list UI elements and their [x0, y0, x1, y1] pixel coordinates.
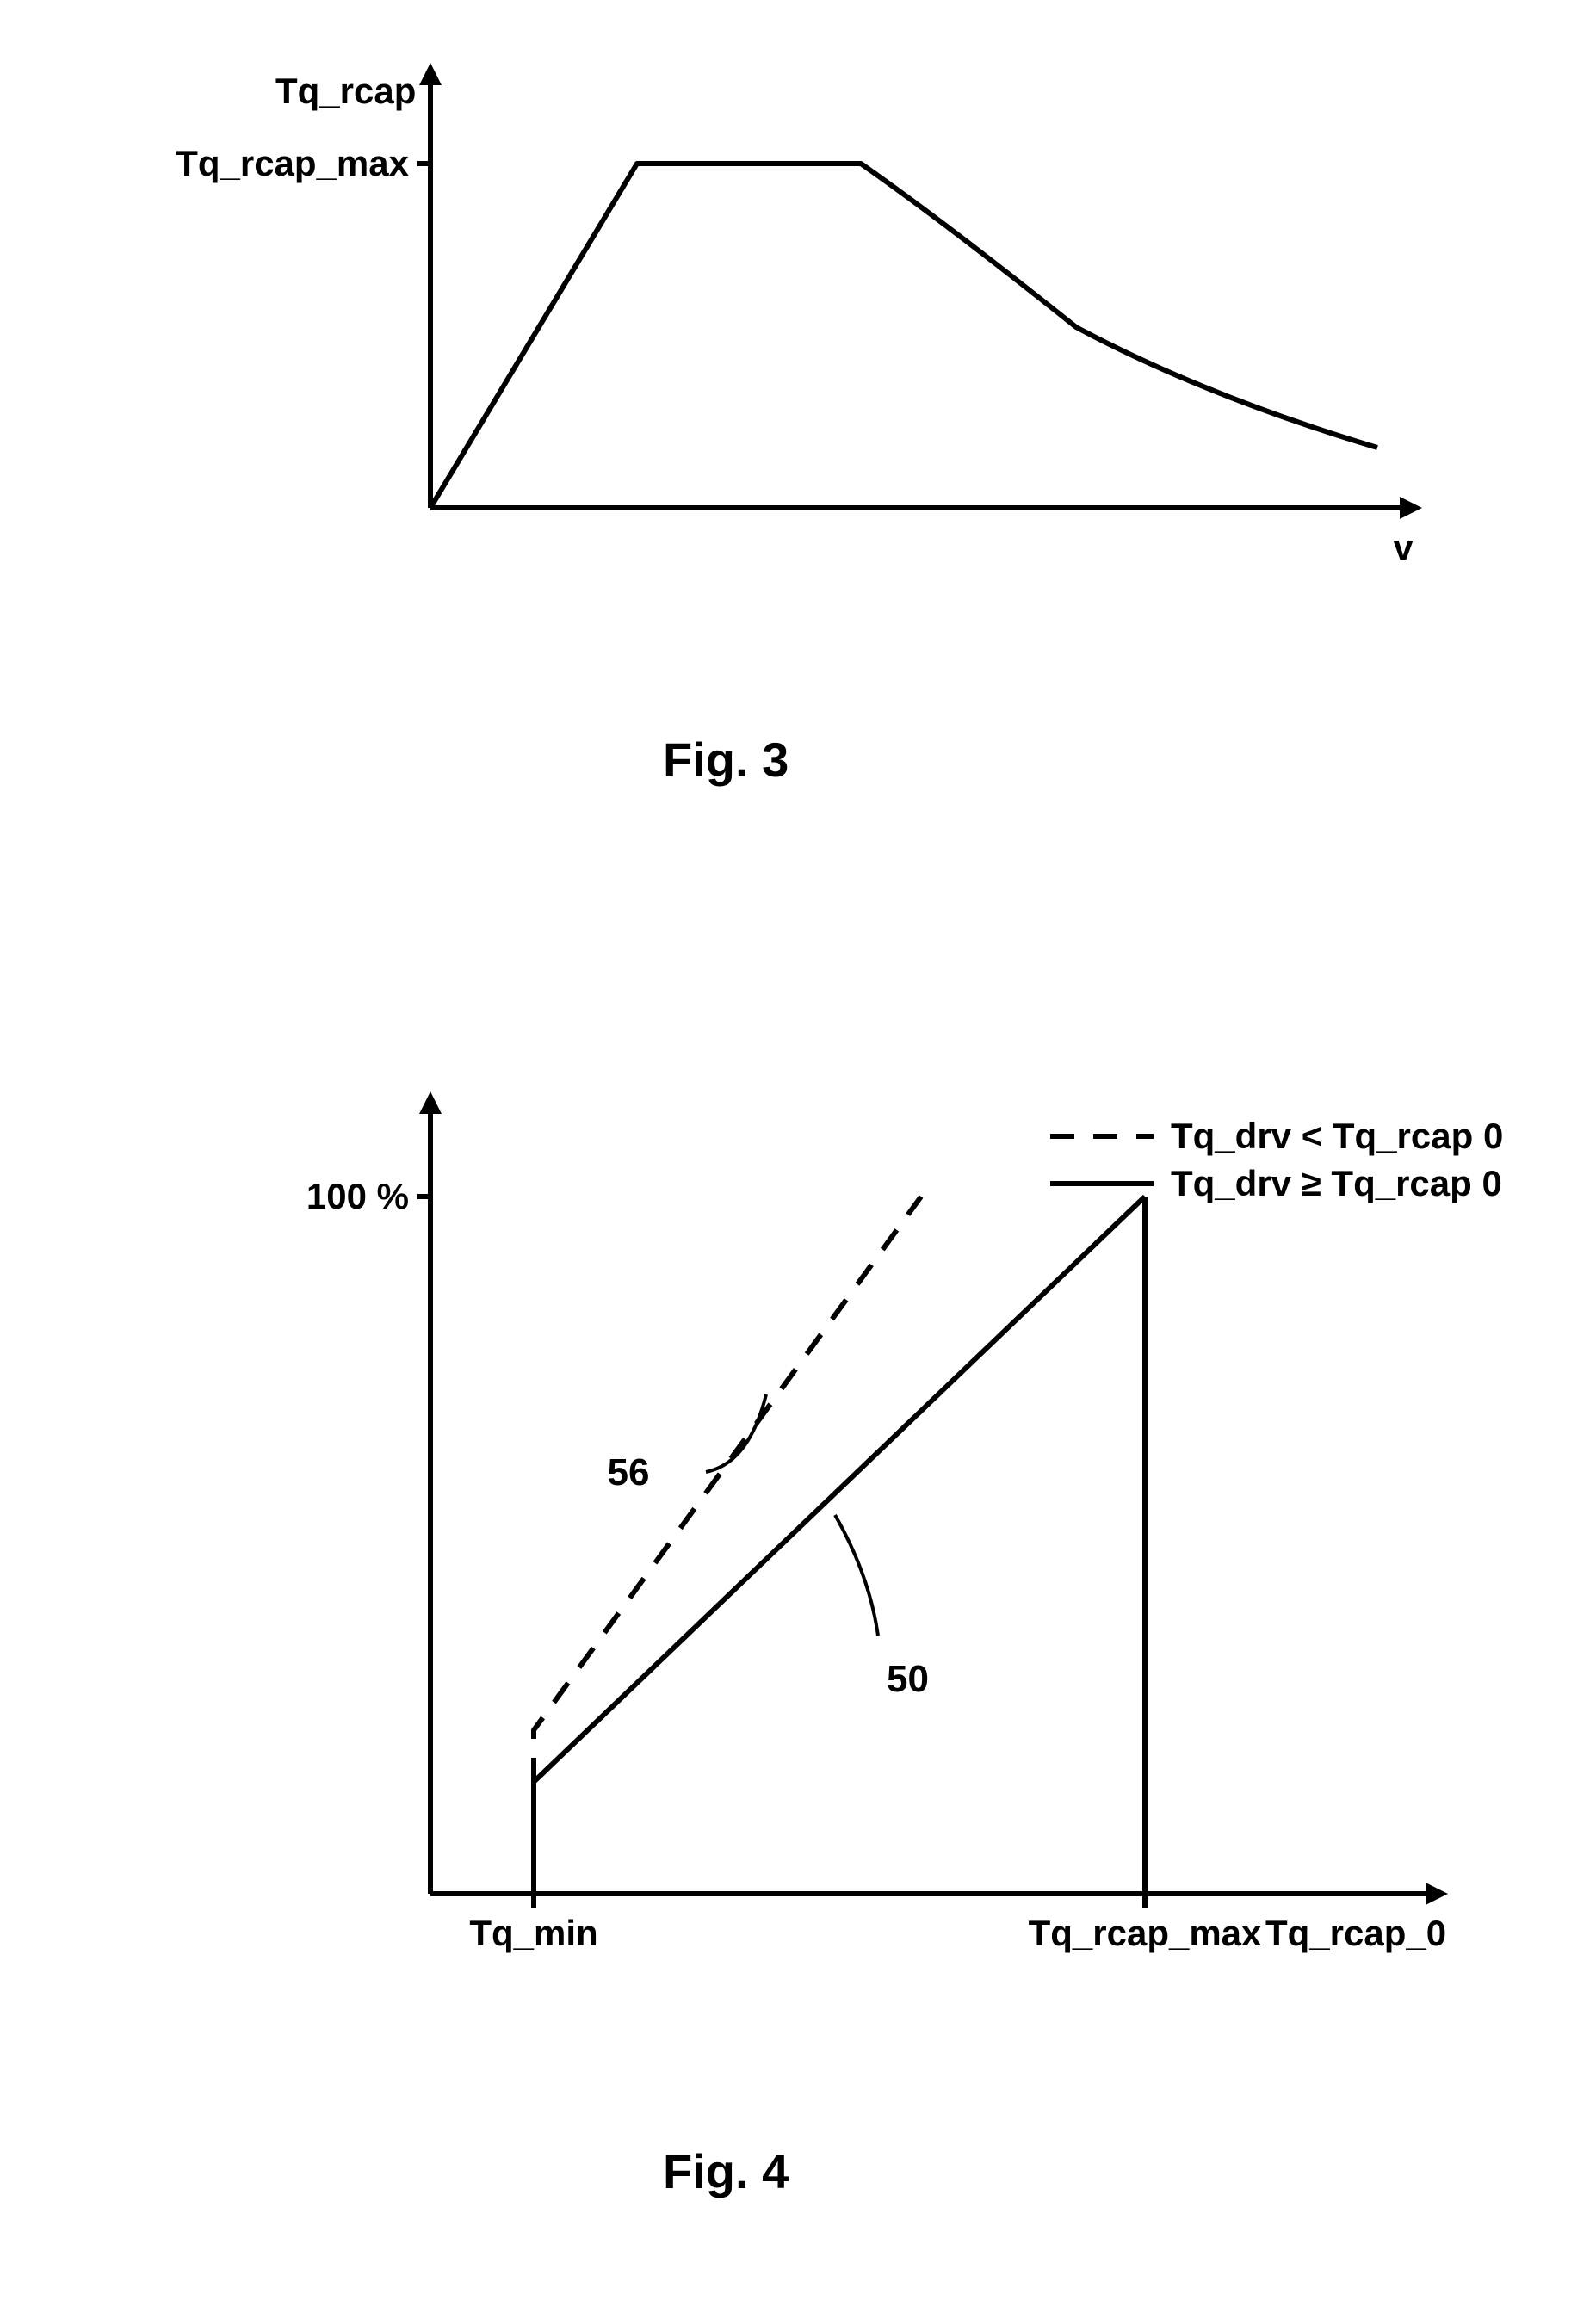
fig4-dashed-line [430, 1197, 921, 1894]
fig3-y-axis-label: Tq_rcap [275, 71, 416, 111]
fig4-x-tick-max: Tq_rcap_max [1029, 1913, 1262, 1953]
fig4-chart: Tq_drv < Tq_rcap 0 Tq_drv ≥ Tq_rcap 0 100 … [172, 1076, 1506, 2006]
fig4-caption: Fig. 4 [663, 2143, 789, 2199]
fig3-caption: Fig. 3 [663, 732, 789, 788]
fig3-y-tick-label: Tq_rcap_max [176, 143, 409, 183]
fig3-x-axis-label: v [1393, 527, 1414, 567]
fig4-y-tick-label: 100 % [306, 1176, 409, 1216]
fig4-annot56-leader [706, 1394, 766, 1472]
legend-solid-label: Tq_drv ≥ Tq_rcap 0 [1171, 1163, 1502, 1203]
fig4-x-axis-label: Tq_rcap_0 [1265, 1913, 1446, 1953]
fig4-annot50: 50 [887, 1658, 929, 1700]
fig3-chart: Tq_rcap Tq_rcap_maxv [172, 52, 1463, 603]
fig4-annot56: 56 [608, 1451, 650, 1493]
fig4-x-tick-min: Tq_min [469, 1913, 597, 1953]
fig4-annot50-leader [835, 1515, 878, 1636]
legend-dashed-label: Tq_drv < Tq_rcap 0 [1171, 1116, 1503, 1156]
fig3-curve [430, 164, 1377, 508]
fig4-solid-line [430, 1197, 1145, 1894]
